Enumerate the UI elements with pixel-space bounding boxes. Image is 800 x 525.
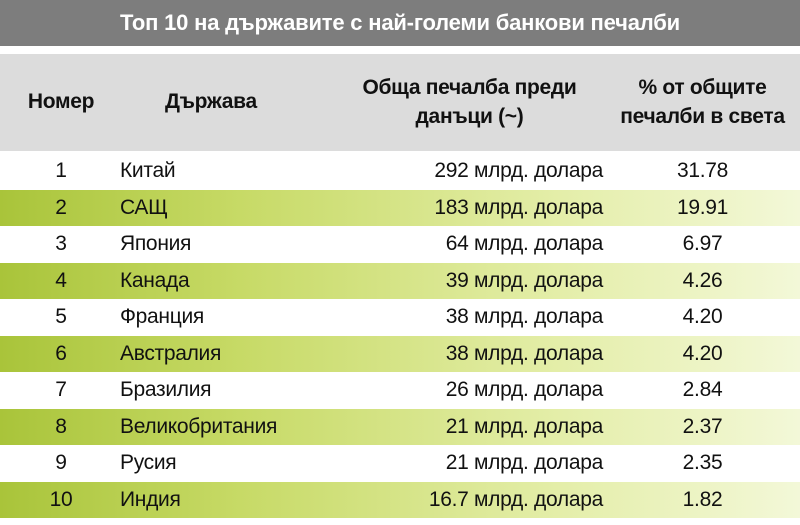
row-percent: 2.84	[682, 378, 723, 402]
table-row: 1 Китай 292 млрд. долара 31.78	[0, 153, 800, 190]
row-number: 2	[55, 195, 67, 219]
row-percent: 31.78	[676, 159, 729, 183]
row-profit: 26 млрд. долара	[445, 378, 604, 402]
row-number: 9	[55, 451, 67, 475]
row-country: САЩ	[120, 195, 168, 219]
row-percent: 6.97	[682, 232, 723, 256]
table-row: 4 Канада 39 млрд. долара 4.26	[0, 262, 800, 299]
row-profit: 39 млрд. долара	[445, 268, 604, 292]
row-country: Индия	[120, 487, 181, 511]
row-percent: 1.82	[682, 487, 723, 511]
row-profit: 16.7 млрд. долара	[428, 487, 603, 511]
table-row: 9 Русия 21 млрд. долара 2.35	[0, 445, 800, 482]
table-row: 7 Бразилия 26 млрд. долара 2.84	[0, 372, 800, 409]
table-title: Топ 10 на държавите с най-големи банкови…	[0, 0, 800, 46]
row-country: Япония	[120, 232, 192, 256]
row-profit: 64 млрд. долара	[445, 232, 604, 256]
header-number: Номер	[27, 90, 95, 114]
row-country: Русия	[120, 451, 177, 475]
row-country: Австралия	[120, 341, 222, 365]
row-percent: 4.26	[682, 268, 723, 292]
row-percent: 2.37	[682, 414, 723, 438]
row-number: 7	[55, 378, 67, 402]
table-row: 2 САЩ 183 млрд. долара 19.91	[0, 189, 800, 226]
row-country: Франция	[120, 305, 204, 329]
row-country: Китай	[120, 159, 176, 183]
row-percent: 4.20	[682, 341, 723, 365]
table-row: 10 Индия 16.7 млрд. долара 1.82	[0, 481, 800, 518]
row-country: Канада	[120, 268, 190, 292]
row-percent: 2.35	[682, 451, 723, 475]
row-profit: 183 млрд. долара	[434, 195, 603, 219]
row-profit: 292 млрд. долара	[434, 159, 603, 183]
row-percent: 4.20	[682, 305, 723, 329]
table-header: Номер Държава Обща печалба преди данъци …	[0, 54, 800, 151]
row-number: 5	[55, 305, 67, 329]
table-body: 1 Китай 292 млрд. долара 31.78 2 САЩ 183…	[0, 153, 800, 518]
row-profit: 21 млрд. долара	[445, 451, 604, 475]
row-profit: 38 млрд. долара	[445, 341, 604, 365]
row-number: 3	[55, 232, 67, 256]
header-percent-line2: печалби в света	[620, 104, 785, 128]
row-number: 8	[55, 414, 67, 438]
header-percent-line1: % от общите	[638, 76, 767, 100]
header-profit: Обща печалба преди данъци (~)	[332, 54, 607, 151]
table-row: 6 Австралия 38 млрд. долара 4.20	[0, 335, 800, 372]
table-row: 5 Франция 38 млрд. долара 4.20	[0, 299, 800, 336]
row-number: 10	[49, 487, 73, 511]
row-number: 6	[55, 341, 67, 365]
row-country: Великобритания	[120, 414, 278, 438]
header-profit-line1: Обща печалба преди	[362, 76, 577, 100]
row-percent: 19.91	[676, 195, 729, 219]
row-country: Бразилия	[120, 378, 212, 402]
header-country: Държава	[165, 90, 257, 114]
row-profit: 38 млрд. долара	[445, 305, 604, 329]
table-row: 3 Япония 64 млрд. долара 6.97	[0, 226, 800, 263]
table-row: 8 Великобритания 21 млрд. долара 2.37	[0, 408, 800, 445]
row-number: 4	[55, 268, 67, 292]
row-profit: 21 млрд. долара	[445, 414, 604, 438]
row-number: 1	[55, 159, 67, 183]
header-percent: % от общите печалби в света	[605, 54, 800, 151]
header-profit-line2: данъци (~)	[415, 104, 524, 128]
